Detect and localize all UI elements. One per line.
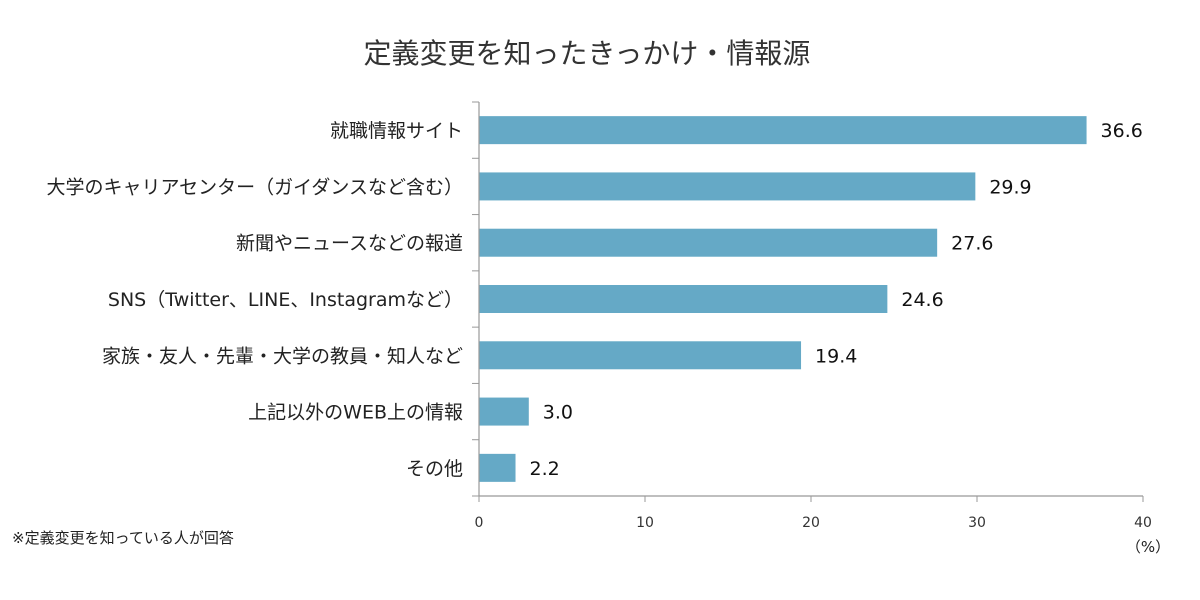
data-label: 3.0 <box>543 402 573 424</box>
x-tick-label: 40 <box>1134 515 1152 531</box>
bars-layer: 36.6 就職情報サイト 29.9 大学のキャリアセンター（ガイダンスなど含む） 27.… <box>47 116 1143 482</box>
bar <box>479 397 529 426</box>
data-label: 29.9 <box>989 176 1031 198</box>
data-label: 27.6 <box>951 233 993 255</box>
x-axis-unit-label: （%） <box>1126 538 1170 556</box>
data-label: 24.6 <box>901 289 943 311</box>
bar <box>479 228 938 257</box>
x-tick-label: 20 <box>802 515 820 531</box>
axis-layer: 0 10 20 30 40 <box>472 101 1152 531</box>
category-label: 大学のキャリアセンター（ガイダンスなど含む） <box>47 176 463 198</box>
data-label: 19.4 <box>815 345 857 367</box>
bar <box>479 285 888 313</box>
category-label: 新聞やニュースなどの報道 <box>236 233 463 255</box>
bar <box>479 341 802 370</box>
bar <box>479 453 516 482</box>
category-label: 上記以外のWEB上の情報 <box>248 402 463 424</box>
chart-title: 定義変更を知ったきっかけ・情報源 <box>364 37 811 70</box>
footnote: ※定義変更を知っている人が回答 <box>12 529 234 547</box>
data-label: 36.6 <box>1101 120 1143 142</box>
x-tick-label: 30 <box>968 515 986 531</box>
data-label: 2.2 <box>530 458 560 480</box>
category-label: 就職情報サイト <box>330 120 463 142</box>
category-label: その他 <box>406 458 463 480</box>
bar <box>479 172 976 201</box>
category-label: SNS（Twitter、LINE、Instagramなど） <box>108 289 463 311</box>
x-tick-label: 10 <box>636 515 654 531</box>
x-tick-label: 0 <box>475 515 484 531</box>
category-label: 家族・友人・先輩・大学の教員・知人など <box>102 345 463 367</box>
bar <box>479 116 1087 145</box>
